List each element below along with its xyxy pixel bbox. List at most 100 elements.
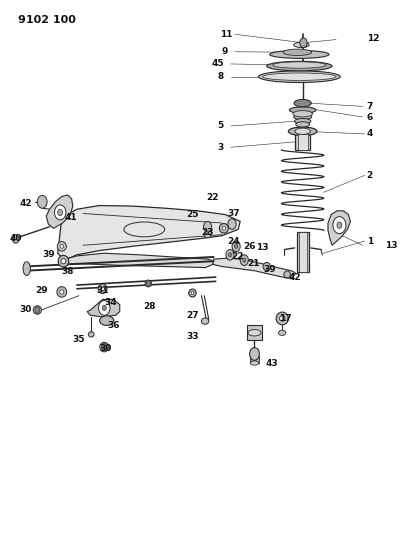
Text: 45: 45: [211, 60, 224, 68]
Circle shape: [102, 343, 107, 351]
Ellipse shape: [294, 114, 312, 119]
Ellipse shape: [279, 316, 285, 321]
Text: 11: 11: [219, 30, 232, 39]
Text: 4: 4: [367, 130, 373, 139]
Text: 39: 39: [42, 251, 55, 260]
Ellipse shape: [283, 49, 312, 55]
Ellipse shape: [101, 287, 104, 290]
Text: 26: 26: [243, 242, 256, 251]
Ellipse shape: [100, 342, 109, 352]
Text: 35: 35: [72, 335, 84, 344]
Bar: [298, 232, 307, 272]
Text: 6: 6: [367, 113, 373, 122]
Ellipse shape: [61, 259, 66, 264]
Bar: [296, 232, 309, 272]
Circle shape: [300, 38, 307, 47]
Text: 31: 31: [96, 286, 109, 295]
Text: 2: 2: [367, 171, 373, 180]
Circle shape: [37, 196, 47, 208]
Circle shape: [203, 221, 212, 232]
Ellipse shape: [270, 51, 329, 59]
Ellipse shape: [295, 128, 310, 134]
Ellipse shape: [263, 263, 270, 270]
Text: 29: 29: [36, 286, 48, 295]
Circle shape: [333, 216, 346, 233]
Ellipse shape: [191, 292, 194, 295]
Text: 25: 25: [186, 210, 199, 219]
Ellipse shape: [57, 241, 66, 251]
Ellipse shape: [248, 329, 261, 336]
Text: 3: 3: [217, 143, 224, 152]
Ellipse shape: [60, 290, 64, 294]
Text: 33: 33: [186, 332, 199, 341]
Ellipse shape: [294, 42, 309, 47]
Text: 30: 30: [20, 305, 32, 314]
Ellipse shape: [294, 100, 311, 107]
Ellipse shape: [222, 227, 226, 230]
Ellipse shape: [250, 361, 259, 365]
Ellipse shape: [189, 289, 196, 297]
Text: 27: 27: [186, 311, 199, 320]
Ellipse shape: [293, 111, 312, 117]
Text: 12: 12: [367, 34, 379, 43]
Text: 38: 38: [62, 268, 74, 276]
Polygon shape: [87, 300, 120, 317]
Ellipse shape: [276, 312, 289, 325]
Ellipse shape: [273, 62, 326, 68]
Circle shape: [35, 307, 40, 313]
Ellipse shape: [295, 118, 311, 124]
Text: 24: 24: [227, 237, 240, 246]
Text: 36: 36: [107, 321, 120, 330]
Circle shape: [232, 241, 240, 252]
Circle shape: [240, 255, 248, 265]
Text: 42: 42: [288, 272, 301, 281]
Ellipse shape: [267, 61, 332, 71]
Text: 34: 34: [104, 298, 117, 307]
Text: 42: 42: [20, 199, 32, 208]
Text: 39: 39: [264, 265, 276, 273]
Ellipse shape: [23, 262, 30, 276]
Circle shape: [249, 348, 259, 360]
Text: 9102 100: 9102 100: [18, 14, 76, 25]
Text: 8: 8: [217, 72, 224, 81]
Text: 37: 37: [227, 209, 240, 218]
Text: 40: 40: [9, 235, 22, 244]
Circle shape: [228, 219, 236, 229]
Circle shape: [229, 253, 232, 257]
Ellipse shape: [279, 330, 286, 335]
Ellipse shape: [98, 284, 107, 294]
Ellipse shape: [259, 71, 340, 83]
Polygon shape: [60, 253, 214, 268]
Bar: [247, 325, 262, 340]
Text: 30: 30: [99, 344, 112, 353]
Ellipse shape: [263, 73, 336, 80]
Text: 23: 23: [201, 228, 214, 237]
Text: 5: 5: [217, 122, 224, 131]
Circle shape: [58, 209, 62, 216]
Text: 9: 9: [222, 47, 228, 56]
Circle shape: [12, 235, 19, 243]
Text: 21: 21: [247, 260, 260, 268]
Ellipse shape: [33, 306, 42, 314]
Text: 22: 22: [231, 253, 244, 262]
Ellipse shape: [289, 107, 316, 114]
Bar: [250, 356, 259, 363]
Text: 7: 7: [367, 102, 373, 111]
Circle shape: [99, 301, 110, 316]
Circle shape: [337, 222, 342, 228]
Text: 22: 22: [207, 193, 219, 202]
Circle shape: [102, 305, 106, 311]
Ellipse shape: [88, 332, 94, 337]
Ellipse shape: [57, 287, 67, 297]
Polygon shape: [46, 195, 73, 228]
Text: 41: 41: [65, 213, 77, 222]
Bar: [296, 134, 310, 150]
Text: 13: 13: [256, 244, 269, 253]
Polygon shape: [328, 211, 351, 245]
Ellipse shape: [204, 233, 211, 238]
Ellipse shape: [219, 223, 229, 233]
Text: 1: 1: [367, 237, 373, 246]
Ellipse shape: [296, 122, 309, 127]
Circle shape: [235, 244, 238, 248]
Circle shape: [226, 249, 234, 260]
